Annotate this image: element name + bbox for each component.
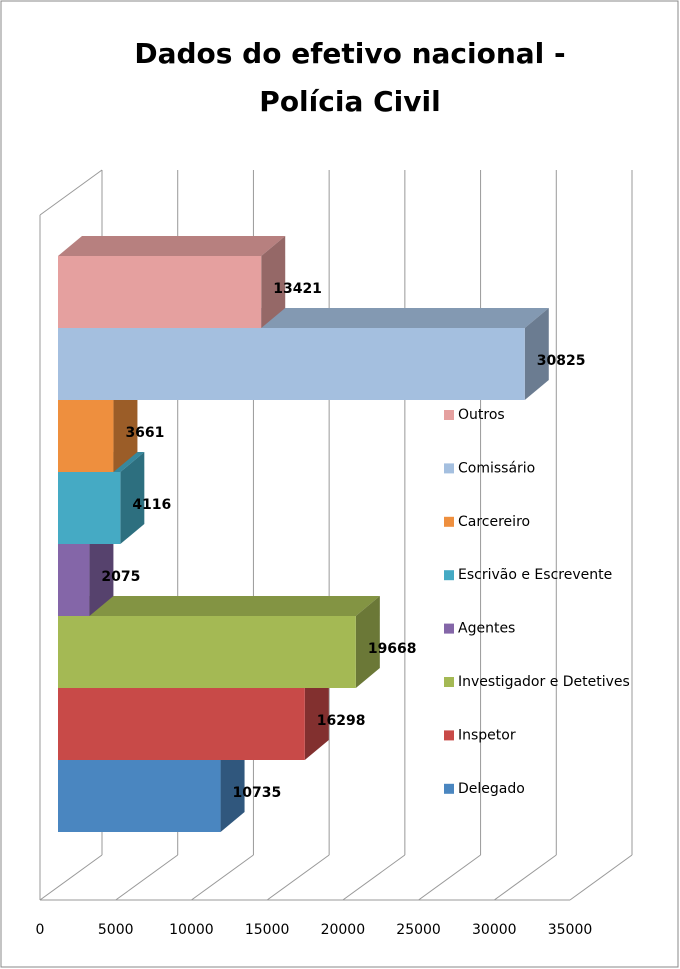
bar xyxy=(58,688,305,760)
x-tick-label: 15000 xyxy=(245,922,290,938)
grid-line xyxy=(115,854,179,901)
bar-side xyxy=(220,740,245,832)
legend-swatch xyxy=(444,783,454,794)
chart-title: Polícia Civil xyxy=(259,85,440,118)
grid-line xyxy=(191,854,254,901)
x-tick-label: 30000 xyxy=(472,922,517,938)
bar xyxy=(58,472,121,544)
legend-swatch xyxy=(444,463,454,474)
grid-line xyxy=(266,854,330,901)
legend-swatch xyxy=(444,623,454,634)
value-label: 30825 xyxy=(537,353,586,369)
legend-label: Comissário xyxy=(458,460,535,476)
legend-label: Carcereiro xyxy=(458,514,530,530)
legend-label: Investigador e Detetives xyxy=(458,674,630,690)
value-label: 3661 xyxy=(125,425,164,441)
legend-swatch xyxy=(444,677,454,687)
legend-swatch xyxy=(444,410,454,420)
legend-label: Inspetor xyxy=(458,727,516,743)
bar xyxy=(58,328,525,400)
chart-title: Dados do efetivo nacional - xyxy=(134,37,565,70)
grid-line xyxy=(39,854,103,901)
legend-swatch xyxy=(444,570,454,581)
x-tick-label: 35000 xyxy=(548,922,593,938)
bar-side xyxy=(355,596,380,688)
x-tick-label: 20000 xyxy=(321,922,366,938)
bar xyxy=(58,760,221,832)
bar xyxy=(58,400,114,472)
legend-label: Delegado xyxy=(458,781,525,797)
bar xyxy=(58,256,262,328)
bar-side xyxy=(524,308,549,400)
bar-side xyxy=(89,524,114,616)
value-label: 10735 xyxy=(233,785,282,801)
x-tick-label: 25000 xyxy=(396,922,441,938)
legend-swatch xyxy=(444,516,454,527)
bar-top xyxy=(58,236,286,256)
bar-side xyxy=(113,380,138,472)
bar xyxy=(58,544,90,616)
value-label: 2075 xyxy=(101,569,140,585)
legend-label: Outros xyxy=(458,407,505,423)
legend-swatch xyxy=(444,730,454,741)
value-label: 16298 xyxy=(317,713,366,729)
grid-line xyxy=(342,854,406,901)
axis-line xyxy=(39,169,103,216)
grid-line xyxy=(418,854,481,901)
bar-side xyxy=(261,236,286,328)
x-tick-label: 5000 xyxy=(98,922,134,938)
value-label: 4116 xyxy=(132,497,171,513)
bar xyxy=(58,616,356,688)
value-label: 13421 xyxy=(273,281,322,297)
bar-top xyxy=(58,596,380,616)
bar-side xyxy=(304,668,329,760)
bar-side xyxy=(120,452,145,544)
value-label: 19668 xyxy=(368,641,417,657)
grid-line xyxy=(569,854,633,901)
x-tick-label: 0 xyxy=(36,922,45,938)
x-tick-label: 10000 xyxy=(169,922,214,938)
legend-label: Escrivão e Escrevente xyxy=(458,567,612,583)
grid-line xyxy=(493,854,557,901)
legend-label: Agentes xyxy=(458,621,515,637)
